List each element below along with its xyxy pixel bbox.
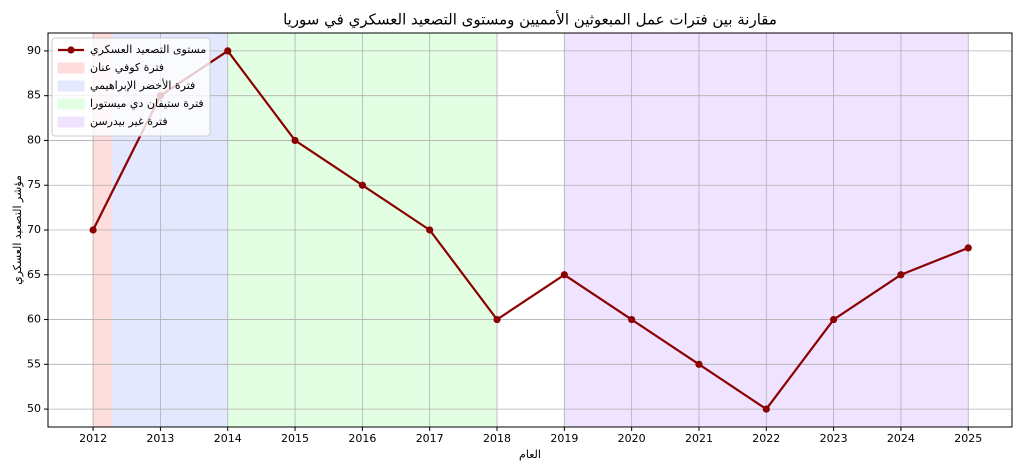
- y-tick-label: 85: [27, 89, 41, 102]
- legend-label: مستوى التصعيد العسكري: [90, 43, 206, 56]
- legend-box: [51, 37, 211, 137]
- point: [762, 405, 770, 413]
- point: [897, 271, 905, 279]
- legend-label: فترة الأخضر الإبراهيمي: [90, 78, 195, 92]
- x-tick-label: 2014: [214, 432, 242, 445]
- legend-swatch: [57, 98, 85, 110]
- x-tick-label: 2023: [820, 432, 848, 445]
- y-tick-label: 50: [27, 402, 41, 415]
- point: [695, 360, 703, 368]
- x-tick-label: 2015: [281, 432, 309, 445]
- x-tick-label: 2022: [752, 432, 780, 445]
- y-axis-label: مؤشر التصعيد العسكري: [11, 175, 24, 285]
- legend-label: فترة كوفي عنان: [90, 61, 164, 74]
- y-tick-label: 55: [27, 357, 41, 370]
- y-tick-label: 75: [27, 178, 41, 191]
- y-tick-label: 80: [27, 133, 41, 146]
- point: [560, 271, 568, 279]
- y-tick-label: 60: [27, 313, 41, 326]
- point: [628, 315, 636, 324]
- x-tick-label: 2012: [79, 432, 107, 445]
- x-tick-label: 2017: [416, 432, 444, 445]
- y-tick-label: 90: [27, 44, 41, 57]
- point: [291, 136, 299, 145]
- x-tick-label: 2021: [685, 432, 713, 445]
- legend-swatch: [57, 62, 85, 74]
- x-tick-label: 2024: [887, 432, 915, 445]
- x-tick-label: 2013: [146, 432, 174, 445]
- legend-label: فترة ستيفان دي ميستورا: [90, 97, 204, 110]
- series-line: [92, 49, 969, 411]
- x-tick-label: 2020: [618, 432, 646, 445]
- legend-label: فترة غير بيدرسن: [90, 115, 168, 128]
- x-tick-label: 2016: [348, 432, 376, 445]
- y-tick-label: 70: [27, 223, 41, 236]
- x-tick-label: 2025: [954, 432, 982, 445]
- chart-title: مقارنة بين فترات عمل المبعوثين الأمميين …: [283, 10, 777, 30]
- point: [964, 244, 972, 252]
- x-tick-label: 2019: [550, 432, 578, 445]
- point: [426, 226, 434, 234]
- x-axis-label: العام: [519, 448, 541, 461]
- point: [224, 47, 232, 55]
- legend-swatch: [57, 80, 85, 92]
- legend-swatch: [57, 116, 85, 128]
- legend-marker: [67, 46, 75, 54]
- plot-frame: [47, 32, 1013, 428]
- y-tick-label: 65: [27, 268, 41, 281]
- point: [830, 315, 838, 324]
- x-tick-label: 2018: [483, 432, 511, 445]
- point: [493, 315, 501, 324]
- point: [89, 226, 97, 234]
- point: [358, 181, 366, 189]
